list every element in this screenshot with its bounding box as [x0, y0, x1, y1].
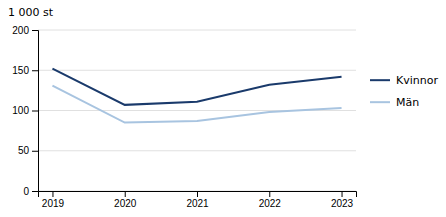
line — [52, 69, 341, 105]
tick: 2021 — [186, 191, 209, 209]
tick: 2020 — [114, 191, 137, 209]
y-axis: 0 50 100 150 200 — [12, 25, 38, 197]
plot: 2019 2020 2021 2022 2023 0 50 100 150 200 — [12, 25, 356, 209]
tick-mark — [32, 191, 38, 192]
tick-mark — [197, 191, 198, 197]
line — [52, 86, 341, 123]
grid-line — [38, 70, 356, 71]
tick-mark — [52, 191, 53, 197]
x-axis: 2019 2020 2021 2022 2023 — [39, 191, 357, 209]
grid — [38, 30, 356, 191]
tick-mark — [269, 191, 270, 197]
tick-label: 2021 — [186, 198, 209, 209]
tick-mark — [342, 191, 343, 197]
grid-line — [38, 30, 356, 31]
legend-swatch — [370, 79, 390, 81]
chart: 2019 2020 2021 2022 2023 0 50 100 150 200 1 000 st… — [0, 0, 446, 217]
tick-label: 2023 — [331, 198, 354, 209]
tick-label: 2020 — [114, 198, 137, 209]
tick: 2023 — [331, 191, 354, 209]
tick: 2019 — [42, 191, 65, 209]
tick-label: 0 — [23, 186, 29, 197]
tick-label: 2022 — [259, 198, 282, 209]
tick: 50 — [18, 145, 38, 156]
tick-mark — [32, 70, 38, 71]
legend-item: Män — [370, 96, 419, 109]
legend-item: Kvinnor — [370, 74, 438, 87]
tick: 0 — [23, 186, 38, 197]
tick: 100 — [12, 105, 38, 116]
grid-line — [38, 150, 356, 151]
tick-mark — [32, 151, 38, 152]
tick-mark — [32, 111, 38, 112]
axis-line — [32, 31, 39, 192]
y-axis-label: 1 000 st — [8, 6, 54, 19]
tick: 150 — [12, 65, 38, 76]
tick-label: 150 — [12, 65, 29, 76]
legend: Kvinnor Män — [370, 74, 438, 109]
legend-label: Kvinnor — [396, 74, 438, 87]
tick-mark — [32, 30, 38, 31]
tick: 200 — [12, 25, 38, 36]
lines — [52, 69, 341, 123]
legend-swatch — [370, 101, 390, 103]
tick-label: 200 — [12, 25, 29, 36]
axis-line — [39, 192, 357, 198]
tick: 2022 — [259, 191, 282, 209]
tick-label: 2019 — [42, 198, 65, 209]
tick-label: 50 — [18, 145, 30, 156]
tick-label: 100 — [12, 105, 29, 116]
tick-mark — [125, 191, 126, 197]
legend-label: Män — [396, 96, 419, 109]
